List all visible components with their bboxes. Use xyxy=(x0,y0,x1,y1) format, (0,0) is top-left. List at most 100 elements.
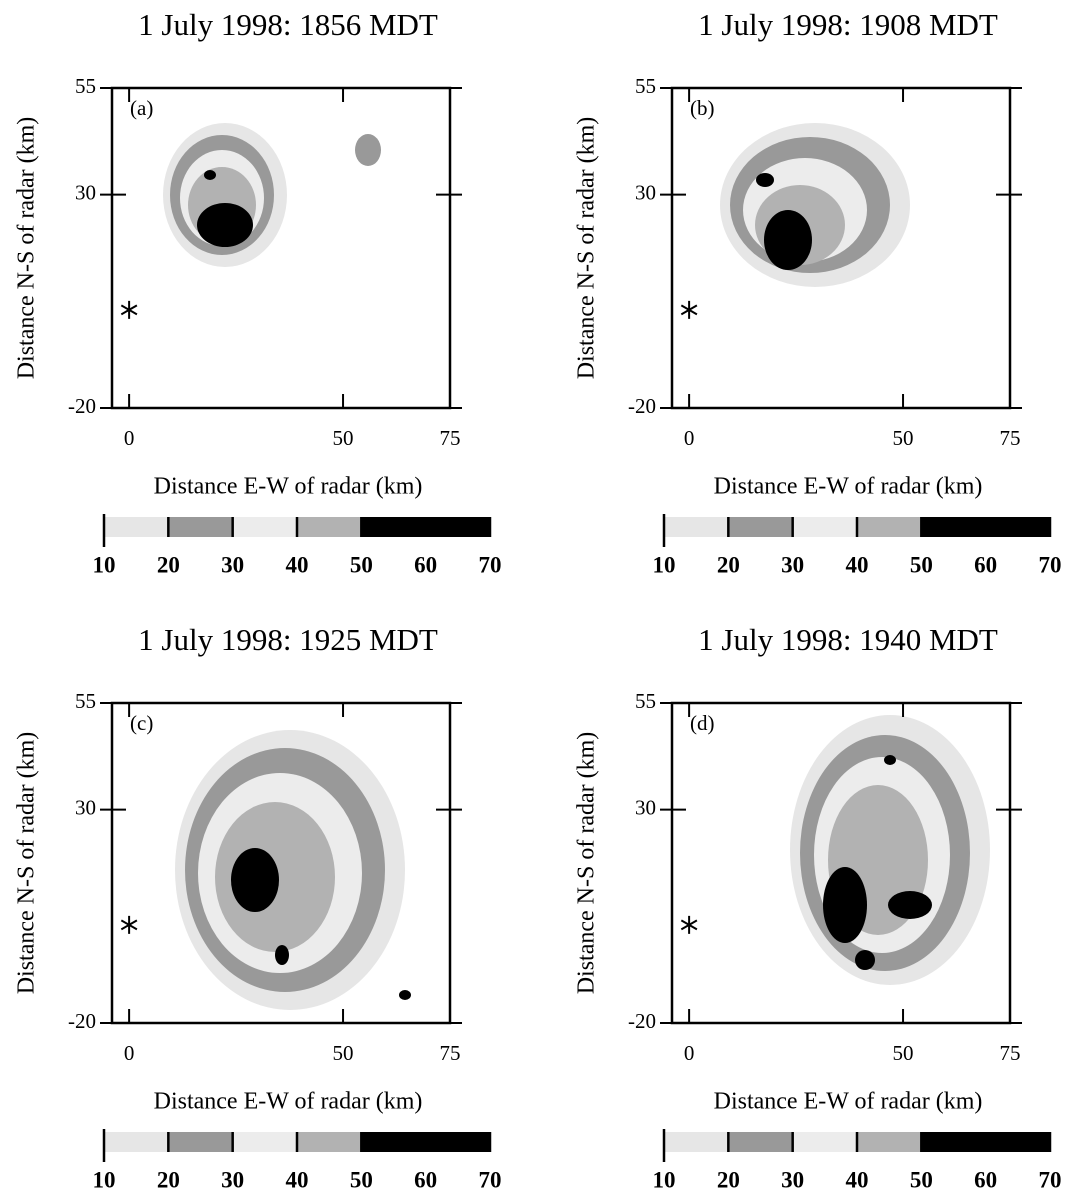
echo xyxy=(399,990,411,1000)
colorbar-tick-label: 30 xyxy=(781,1167,804,1192)
y-tick-label: 30 xyxy=(635,180,656,204)
colorbar-tick-label: 70 xyxy=(1039,1167,1062,1192)
colorbar-segment xyxy=(921,1132,1050,1152)
panel: 1 July 1998: 1908 MDT (b) 0 50 75 -20 30 55 Dist… xyxy=(574,7,1062,577)
colorbar-tick-label: 20 xyxy=(157,1167,180,1192)
plot-frame xyxy=(110,86,452,410)
y-tick-label: 55 xyxy=(75,74,96,98)
x-axis-label: Distance E-W of radar (km) xyxy=(714,1089,983,1115)
colorbar-tick-label: 50 xyxy=(350,1167,373,1192)
y-axis-label: Distance N-S of radar (km) xyxy=(14,117,40,380)
x-tick-label: 50 xyxy=(893,1041,914,1065)
y-tick-label: 55 xyxy=(635,689,656,713)
x-tick-label: 50 xyxy=(893,426,914,450)
echo xyxy=(231,848,279,912)
colorbar-segment xyxy=(857,517,922,537)
echo xyxy=(888,891,932,919)
colorbar-tick-label: 10 xyxy=(93,552,116,577)
panel-title: 1 July 1998: 1940 MDT xyxy=(698,622,998,657)
colorbar-segment xyxy=(361,1132,490,1152)
colorbar-tick-label: 20 xyxy=(717,1167,740,1192)
colorbar-segment xyxy=(361,517,490,537)
y-axis-label: Distance N-S of radar (km) xyxy=(574,732,600,995)
y-axis-label: Distance N-S of radar (km) xyxy=(574,117,600,380)
radar-marker xyxy=(680,915,698,934)
radar-stroke xyxy=(120,304,138,316)
x-axis-label: Distance E-W of radar (km) xyxy=(714,474,983,500)
panel-title: 1 July 1998: 1908 MDT xyxy=(698,7,998,42)
colorbar-tick-label: 30 xyxy=(221,552,244,577)
echo xyxy=(275,945,289,965)
echo xyxy=(197,203,253,247)
colorbar-segment xyxy=(168,517,233,537)
x-tick-label: 50 xyxy=(333,426,354,450)
colorbar-tick-label: 50 xyxy=(910,1167,933,1192)
colorbar-segment xyxy=(297,517,362,537)
colorbar-tick-label: 60 xyxy=(414,1167,437,1192)
colorbar-segment xyxy=(232,517,297,537)
x-tick-label: 0 xyxy=(684,426,695,450)
colorbar-segment xyxy=(297,1132,362,1152)
panel-title: 1 July 1998: 1925 MDT xyxy=(138,622,438,657)
panel-label: (d) xyxy=(690,711,715,735)
colorbar-segment xyxy=(728,1132,793,1152)
colorbar-tick-label: 30 xyxy=(221,1167,244,1192)
colorbar-tick-label: 60 xyxy=(414,552,437,577)
colorbar-tick-label: 20 xyxy=(157,552,180,577)
colorbar-tick-label: 50 xyxy=(910,552,933,577)
x-tick-label: 0 xyxy=(124,426,135,450)
colorbar-segment xyxy=(792,517,857,537)
colorbar-tick-label: 40 xyxy=(846,552,869,577)
reflectivity-field xyxy=(163,123,381,267)
x-tick-label: 75 xyxy=(1000,1041,1021,1065)
y-tick-label: 55 xyxy=(635,74,656,98)
y-tick-label: 30 xyxy=(75,180,96,204)
x-axis-label: Distance E-W of radar (km) xyxy=(154,1089,423,1115)
colorbar-tick-label: 10 xyxy=(653,552,676,577)
y-tick-label: 30 xyxy=(635,795,656,819)
radar-stroke xyxy=(680,919,698,931)
echo xyxy=(764,210,812,270)
echo xyxy=(855,950,875,970)
reflectivity-field xyxy=(790,715,990,985)
colorbar-segment xyxy=(921,517,1050,537)
panel-label: (a) xyxy=(130,96,153,120)
panel: 1 July 1998: 1940 MDT (d) 0 50 75 -20 30 55 Dist… xyxy=(574,622,1062,1192)
colorbar-tick-label: 30 xyxy=(781,552,804,577)
colorbar-tick-label: 60 xyxy=(974,552,997,577)
colorbar-tick-label: 40 xyxy=(286,1167,309,1192)
echo xyxy=(884,755,896,765)
colorbar-tick-label: 60 xyxy=(974,1167,997,1192)
radar-marker xyxy=(120,915,138,934)
reflectivity-field xyxy=(175,730,411,1010)
x-tick-label: 75 xyxy=(440,426,461,450)
radar-stroke xyxy=(120,919,138,931)
echo xyxy=(756,173,774,187)
colorbar-segment xyxy=(664,1132,729,1152)
radar-marker xyxy=(120,300,138,319)
colorbar-tick-label: 20 xyxy=(717,552,740,577)
y-tick-label: 55 xyxy=(75,689,96,713)
colorbar-tick-label: 10 xyxy=(653,1167,676,1192)
colorbar-segment xyxy=(792,1132,857,1152)
colorbar-tick-label: 70 xyxy=(479,552,502,577)
x-axis-label: Distance E-W of radar (km) xyxy=(154,474,423,500)
colorbar-tick-label: 70 xyxy=(1039,552,1062,577)
plot-frame xyxy=(110,701,452,1025)
colorbar-tick-label: 40 xyxy=(286,552,309,577)
radar-stroke xyxy=(680,304,698,316)
colorbar-segment xyxy=(728,517,793,537)
plot-frame xyxy=(670,701,1012,1025)
panel-label: (c) xyxy=(130,711,153,735)
plot-frame xyxy=(670,86,1012,410)
colorbar-segment xyxy=(168,1132,233,1152)
x-tick-label: 75 xyxy=(1000,426,1021,450)
panel-label: (b) xyxy=(690,96,715,120)
y-tick-label: -20 xyxy=(628,1009,656,1033)
echo xyxy=(355,134,381,166)
colorbar-segment xyxy=(104,517,169,537)
colorbar-tick-label: 10 xyxy=(93,1167,116,1192)
panel: 1 July 1998: 1856 MDT (a) 0 50 75 -20 30 55 Dist… xyxy=(14,7,502,577)
